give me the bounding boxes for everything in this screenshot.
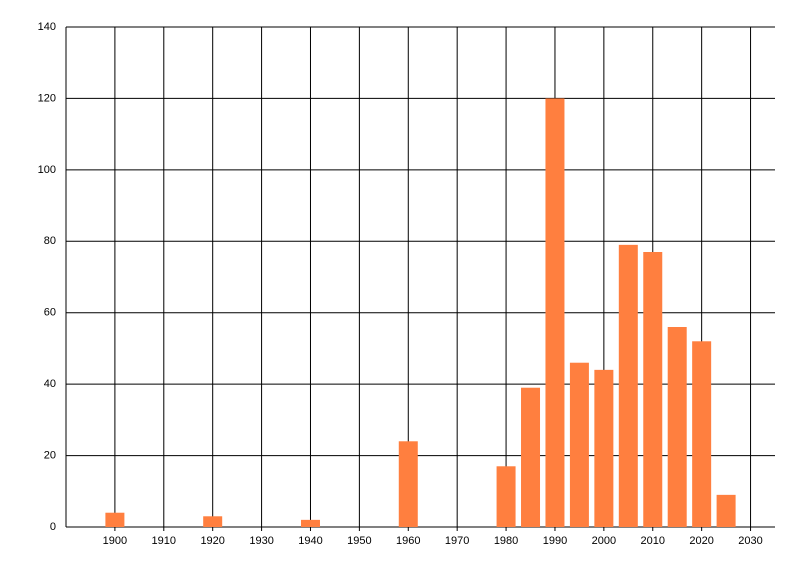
bar [569, 362, 589, 527]
bar [643, 252, 663, 527]
x-tick-label: 1900 [103, 535, 127, 547]
y-tick-label: 120 [38, 92, 56, 104]
x-tick-label: 2020 [689, 535, 713, 547]
x-tick-label: 1930 [249, 535, 273, 547]
x-tick-label: 1950 [347, 535, 371, 547]
y-tick-label: 0 [50, 521, 56, 533]
y-tick-label: 100 [38, 164, 56, 176]
x-tick-label: 2000 [592, 535, 616, 547]
bar [105, 512, 125, 527]
bar [545, 98, 565, 527]
bar [521, 387, 541, 527]
bar [203, 516, 223, 527]
x-tick-label: 1960 [396, 535, 420, 547]
y-tick-label: 20 [44, 449, 56, 461]
x-tick-label: 1910 [152, 535, 176, 547]
x-tick-label: 1980 [494, 535, 518, 547]
x-tick-label: 2030 [738, 535, 762, 547]
x-tick-label: 1990 [543, 535, 567, 547]
x-tick-label: 2010 [641, 535, 665, 547]
bar [398, 441, 418, 527]
y-tick-label: 80 [44, 235, 56, 247]
bar [716, 494, 736, 527]
bar [618, 244, 638, 527]
bar [692, 341, 712, 527]
bar [300, 519, 320, 527]
y-tick-label: 60 [44, 307, 56, 319]
x-tick-label: 1940 [298, 535, 322, 547]
x-tick-label: 1920 [200, 535, 224, 547]
y-tick-label: 40 [44, 378, 56, 390]
bar [496, 466, 516, 527]
x-tick-label: 1970 [445, 535, 469, 547]
y-tick-label: 140 [38, 21, 56, 33]
bar [667, 327, 687, 527]
bar [594, 369, 614, 527]
